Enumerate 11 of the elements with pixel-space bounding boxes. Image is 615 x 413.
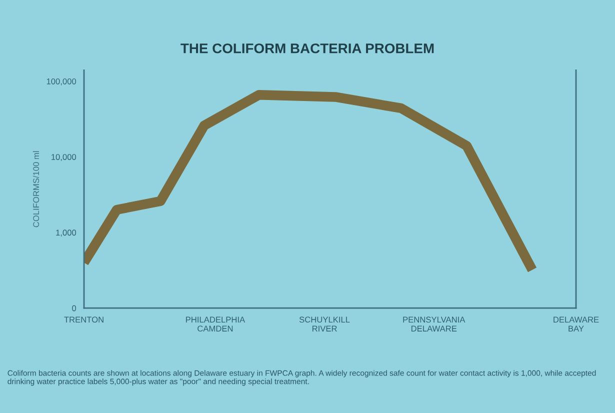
x-tick-label: DELAWARE BAY [554,316,599,332]
y-tick-label: 1,000 [56,230,76,237]
x-tick-label: PENNSYLVANIA DELAWARE [403,316,466,332]
x-tick-label: PHILADELPHIA CAMDEN [186,316,246,332]
y-tick-label: 10,000 [52,154,76,161]
y-tick-label: 0 [72,305,76,312]
y-axis-title: COLIFORMS/100 ml [32,151,40,228]
chart-title: THE COLIFORM BACTERIA PROBLEM [180,43,434,54]
x-tick-label: SCHUYLKILL RIVER [299,316,350,332]
y-tick-label: 100,000 [46,78,76,86]
x-tick-label: TRENTON [64,316,104,323]
